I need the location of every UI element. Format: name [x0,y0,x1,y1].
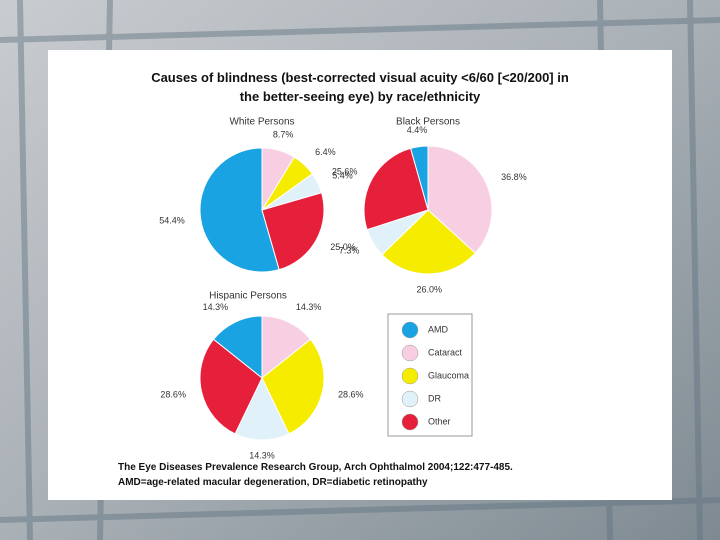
legend-label: DR [428,393,441,403]
footnotes: The Eye Diseases Prevalence Research Gro… [118,460,513,490]
chart-title: White Persons [229,117,294,128]
data-label: 54.4% [159,215,185,225]
data-label: 14.3% [203,302,229,312]
legend-swatch [401,390,419,408]
legend-label: Glaucoma [428,370,469,380]
legend-swatch [401,321,419,339]
data-label: 36.8% [501,172,527,182]
legend-swatch [401,413,419,431]
pie-slice [199,147,280,273]
data-label: 8.7% [273,129,294,139]
legend-label: Other [428,416,451,426]
legend-swatch [401,344,419,362]
data-label: 25.6% [332,167,358,177]
legend-label: Cataract [428,347,463,357]
data-label: 28.6% [338,390,364,400]
data-label: 26.0% [416,284,442,294]
footnote: AMD=age-related macular degeneration, DR… [118,477,428,488]
pie-slice [261,192,325,271]
pie-slice [212,315,263,380]
chart-title: Hispanic Persons [209,291,287,302]
data-label: 28.6% [160,390,186,400]
footnote: The Eye Diseases Prevalence Research Gro… [118,462,513,473]
pie-slice [261,338,325,435]
data-label: 4.4% [407,125,428,135]
slide-title: Causes of blindness (best-corrected visu… [151,70,569,104]
data-label: 7.3% [339,246,360,256]
data-label: 14.3% [249,450,275,460]
pie-slice [261,315,312,380]
legend-swatch [401,367,419,385]
pie-slice [427,145,493,254]
data-label: 14.3% [296,302,322,312]
panel [48,50,672,500]
legend-label: AMD [428,324,449,334]
pie-slice [363,147,429,231]
pie-slice [234,376,290,441]
pie-slice [381,209,477,275]
data-label: 5.4% [332,170,353,180]
chart-title: Black Persons [396,117,460,128]
data-label: 25.0% [330,242,356,252]
pie-slice [199,338,263,435]
data-label: 6.4% [315,147,336,157]
